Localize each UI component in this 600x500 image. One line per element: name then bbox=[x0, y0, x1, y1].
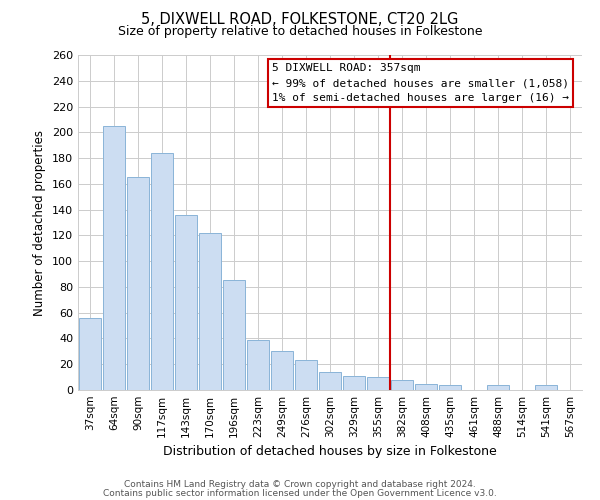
Bar bbox=[487, 385, 509, 390]
Bar bbox=[271, 352, 293, 390]
Text: Contains HM Land Registry data © Crown copyright and database right 2024.: Contains HM Land Registry data © Crown c… bbox=[124, 480, 476, 489]
Bar bbox=[103, 126, 125, 390]
Bar bbox=[535, 385, 557, 390]
Bar bbox=[223, 280, 245, 390]
Bar bbox=[151, 153, 173, 390]
Bar bbox=[391, 380, 413, 390]
Y-axis label: Number of detached properties: Number of detached properties bbox=[34, 130, 46, 316]
Bar bbox=[127, 178, 149, 390]
Bar bbox=[439, 385, 461, 390]
Bar bbox=[367, 377, 389, 390]
Bar bbox=[319, 372, 341, 390]
Bar bbox=[79, 318, 101, 390]
Text: Contains public sector information licensed under the Open Government Licence v3: Contains public sector information licen… bbox=[103, 488, 497, 498]
Bar bbox=[247, 340, 269, 390]
Bar bbox=[343, 376, 365, 390]
Text: 5, DIXWELL ROAD, FOLKESTONE, CT20 2LG: 5, DIXWELL ROAD, FOLKESTONE, CT20 2LG bbox=[142, 12, 458, 28]
Bar bbox=[175, 215, 197, 390]
Bar bbox=[199, 233, 221, 390]
X-axis label: Distribution of detached houses by size in Folkestone: Distribution of detached houses by size … bbox=[163, 446, 497, 458]
Bar bbox=[295, 360, 317, 390]
Bar bbox=[415, 384, 437, 390]
Text: Size of property relative to detached houses in Folkestone: Size of property relative to detached ho… bbox=[118, 25, 482, 38]
Text: 5 DIXWELL ROAD: 357sqm
← 99% of detached houses are smaller (1,058)
1% of semi-d: 5 DIXWELL ROAD: 357sqm ← 99% of detached… bbox=[272, 64, 569, 103]
